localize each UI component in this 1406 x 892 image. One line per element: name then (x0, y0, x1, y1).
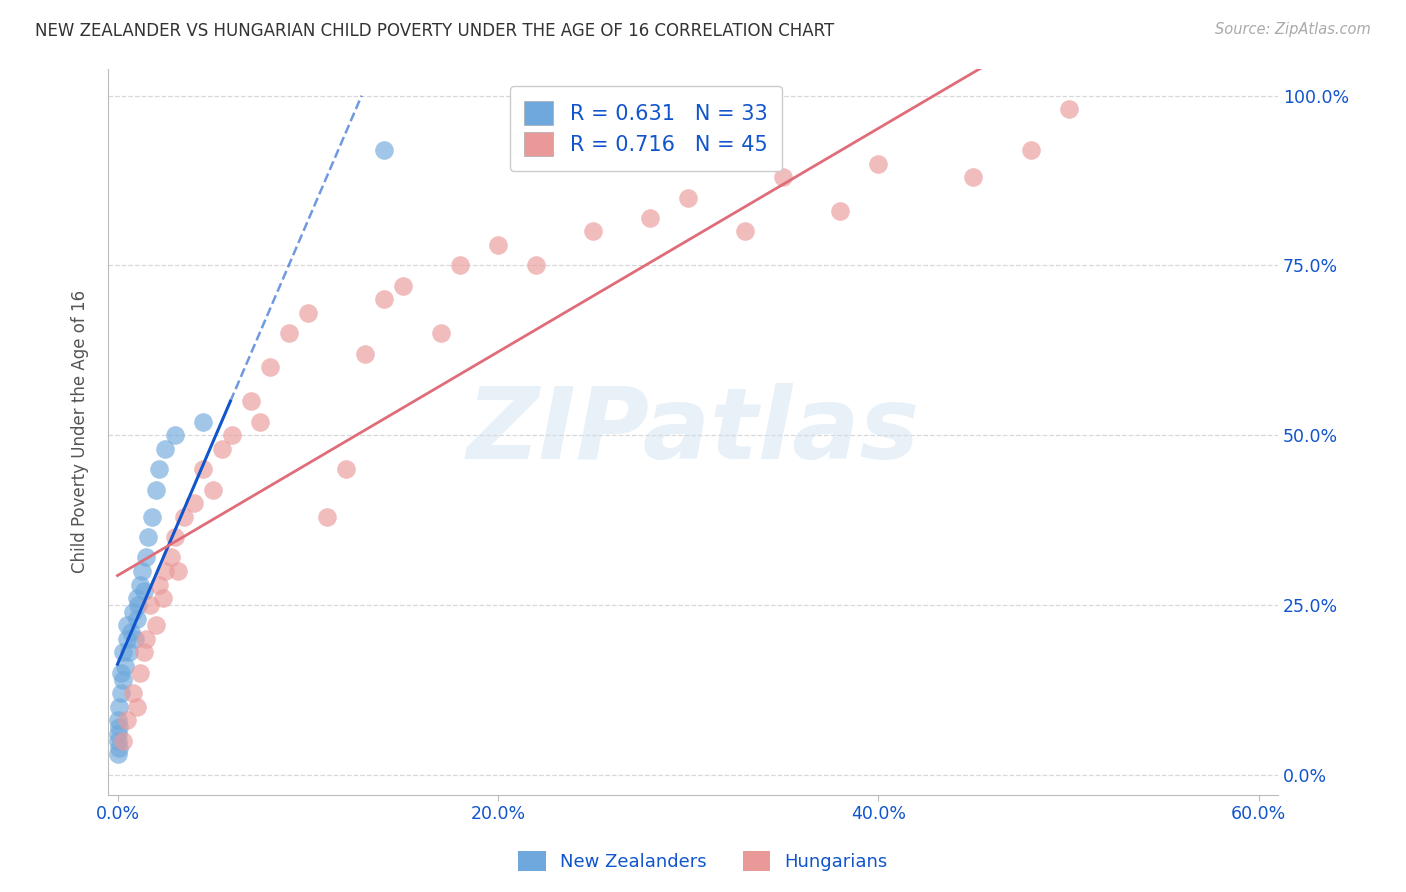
Point (108, 740, 131, 755)
Point (353, 347, 375, 361)
Point (249, 415, 271, 429)
Point (107, 714, 129, 728)
Point (107, 727, 129, 741)
Point (145, 618, 167, 632)
Point (1019, 143, 1042, 157)
Point (159, 550, 181, 565)
Point (167, 564, 190, 578)
Point (145, 483, 167, 497)
Point (148, 577, 170, 591)
Point (335, 462, 357, 476)
Point (582, 225, 605, 239)
Point (129, 577, 152, 591)
Point (1057, 102, 1080, 116)
Point (124, 632, 146, 646)
Point (163, 530, 186, 544)
Point (120, 625, 142, 640)
Point (830, 204, 852, 219)
Point (114, 659, 136, 673)
Point (259, 360, 281, 375)
Point (191, 462, 214, 476)
Text: NEW ZEALANDER VS HUNGARIAN CHILD POVERTY UNDER THE AGE OF 16 CORRELATION CHART: NEW ZEALANDER VS HUNGARIAN CHILD POVERTY… (35, 22, 834, 40)
Point (131, 564, 153, 578)
Point (152, 591, 174, 606)
Legend: New Zealanders, Hungarians: New Zealanders, Hungarians (512, 844, 894, 879)
Point (962, 170, 984, 185)
Point (110, 686, 132, 700)
Point (153, 442, 176, 456)
Point (135, 632, 157, 646)
Point (112, 645, 135, 659)
Point (134, 645, 156, 659)
Point (486, 238, 509, 252)
Point (449, 259, 471, 273)
Point (868, 156, 890, 170)
Point (277, 326, 299, 341)
Point (315, 509, 337, 524)
Point (107, 733, 129, 747)
Point (772, 170, 794, 185)
Point (191, 415, 214, 429)
Point (136, 530, 159, 544)
Point (115, 632, 138, 646)
Point (108, 699, 131, 714)
Point (676, 190, 699, 204)
Point (112, 733, 135, 747)
Point (201, 483, 224, 497)
Point (110, 665, 132, 680)
Point (139, 598, 162, 612)
Point (112, 673, 135, 687)
Point (211, 442, 233, 456)
Point (373, 143, 395, 157)
Point (118, 645, 141, 659)
Text: Source: ZipAtlas.com: Source: ZipAtlas.com (1215, 22, 1371, 37)
Point (115, 714, 138, 728)
Point (430, 326, 453, 341)
Point (121, 605, 143, 619)
Point (125, 699, 148, 714)
Point (107, 747, 129, 762)
Point (134, 584, 156, 599)
Point (183, 496, 205, 510)
Legend: R = 0.631   N = 33, R = 0.716   N = 45: R = 0.631 N = 33, R = 0.716 N = 45 (510, 87, 783, 170)
Point (163, 428, 186, 442)
Point (108, 720, 131, 734)
Point (373, 293, 395, 307)
Point (638, 211, 661, 225)
Point (141, 509, 163, 524)
Point (148, 462, 170, 476)
Point (115, 618, 138, 632)
Point (173, 509, 195, 524)
Point (127, 598, 149, 612)
Point (734, 225, 756, 239)
Point (524, 259, 547, 273)
Point (129, 665, 152, 680)
Point (125, 611, 148, 625)
Point (125, 591, 148, 606)
Point (297, 306, 319, 320)
Point (121, 686, 143, 700)
Point (135, 550, 157, 565)
Point (153, 564, 176, 578)
Y-axis label: Child Poverty Under the Age of 16: Child Poverty Under the Age of 16 (72, 290, 89, 574)
Point (221, 428, 243, 442)
Point (239, 394, 262, 409)
Text: ZIPatlas: ZIPatlas (467, 384, 920, 480)
Point (392, 278, 415, 293)
